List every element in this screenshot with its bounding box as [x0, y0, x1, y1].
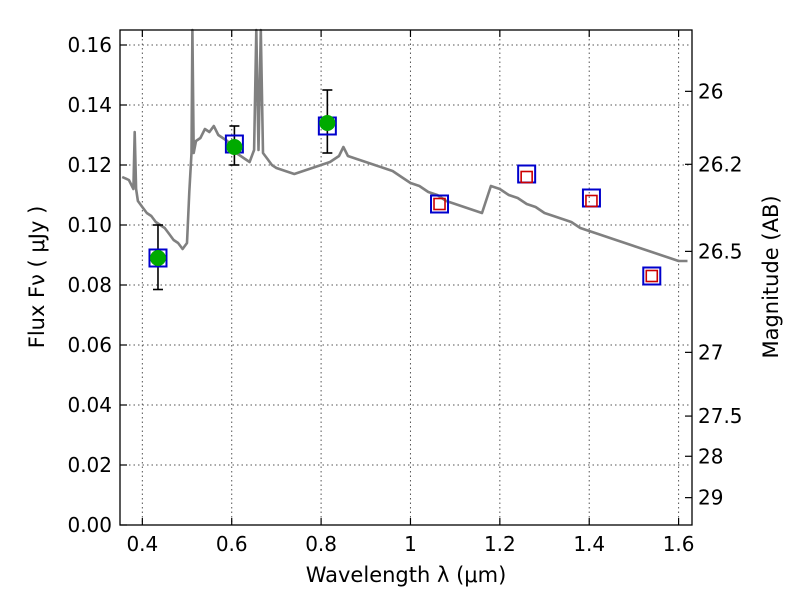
observed-photometry-square: [645, 269, 659, 283]
x-tick-label: 0.8: [305, 532, 337, 556]
observed-photometry-point: [149, 250, 166, 266]
y-tick-label: 0.02: [67, 453, 112, 477]
y-tick-label: 0.16: [67, 33, 112, 57]
y-tick-label: 0.04: [67, 393, 112, 417]
x-tick-label: 0.6: [216, 532, 248, 556]
model-photometry-square: [148, 248, 168, 268]
plot-frame: [119, 29, 693, 526]
x-tick-label: 1.6: [663, 532, 695, 556]
observed-photometry-point: [226, 139, 243, 155]
model-photometry-square: [642, 266, 662, 286]
x-axis-label: Wavelength λ (μm): [306, 563, 507, 587]
y2-tick-label: 27: [698, 340, 723, 364]
x-tick-label: 1.2: [484, 532, 516, 556]
y-tick-label: 0.10: [67, 213, 112, 237]
y-axis-label: Flux Fν ( μJy ): [25, 206, 49, 349]
y-tick-label: 0.12: [67, 153, 112, 177]
y2-tick-label: 27.5: [698, 404, 743, 428]
y-tick-label: 0.00: [67, 513, 112, 537]
model-spectrum-line: [121, 28, 688, 263]
y2-tick-label: 26: [698, 79, 723, 103]
observed-photometry-square: [433, 197, 446, 211]
grid: [120, 30, 692, 526]
observed-photometry-point: [319, 115, 336, 131]
x-tick-label: 0.4: [126, 532, 158, 556]
y2-tick-label: 26.2: [698, 152, 743, 176]
x-tick-label: 1.4: [573, 532, 605, 556]
y2-tick-label: 28: [698, 444, 723, 468]
y-tick-label: 0.06: [67, 333, 112, 357]
y-tick-label: 0.08: [67, 273, 112, 297]
photometry-points: [148, 89, 662, 291]
model-photometry-square: [430, 194, 450, 214]
y2-tick-label: 29: [698, 486, 723, 510]
observed-photometry-square: [520, 170, 533, 184]
y2-tick-label: 26.5: [698, 239, 743, 263]
y-tick-label: 0.14: [67, 93, 112, 117]
observed-photometry-square: [585, 194, 598, 208]
y2-axis-label: Magnitude (AB): [759, 195, 783, 358]
x-tick-label: 1: [404, 532, 417, 556]
spectrum-layer: [121, 28, 688, 263]
axis-ticks: 0.4 0.6 0.8 1 1.2 1.4 1.6 0.00 0.02 0.04 0.06 0.08 0…: [67, 30, 743, 556]
